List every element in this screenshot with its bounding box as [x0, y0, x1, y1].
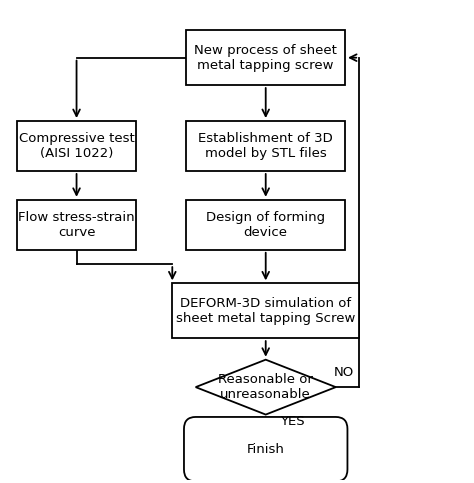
- Polygon shape: [196, 360, 336, 414]
- Text: Finish: Finish: [247, 443, 285, 455]
- FancyBboxPatch shape: [186, 121, 345, 171]
- Text: New process of sheet
metal tapping screw: New process of sheet metal tapping screw: [194, 43, 337, 71]
- Text: YES: YES: [280, 415, 304, 428]
- Text: Compressive test
(AISI 1022): Compressive test (AISI 1022): [18, 132, 135, 160]
- FancyBboxPatch shape: [17, 121, 136, 171]
- FancyBboxPatch shape: [172, 283, 359, 338]
- Text: Design of forming
device: Design of forming device: [206, 211, 325, 239]
- FancyBboxPatch shape: [186, 200, 345, 250]
- Text: DEFORM-3D simulation of
sheet metal tapping Screw: DEFORM-3D simulation of sheet metal tapp…: [176, 297, 356, 325]
- Text: Flow stress-strain
curve: Flow stress-strain curve: [18, 211, 135, 239]
- Text: Reasonable or
unreasonable: Reasonable or unreasonable: [218, 373, 313, 401]
- Text: Establishment of 3D
model by STL files: Establishment of 3D model by STL files: [198, 132, 333, 160]
- FancyBboxPatch shape: [184, 417, 347, 482]
- FancyBboxPatch shape: [17, 200, 136, 250]
- FancyBboxPatch shape: [186, 30, 345, 85]
- Text: NO: NO: [334, 366, 355, 379]
